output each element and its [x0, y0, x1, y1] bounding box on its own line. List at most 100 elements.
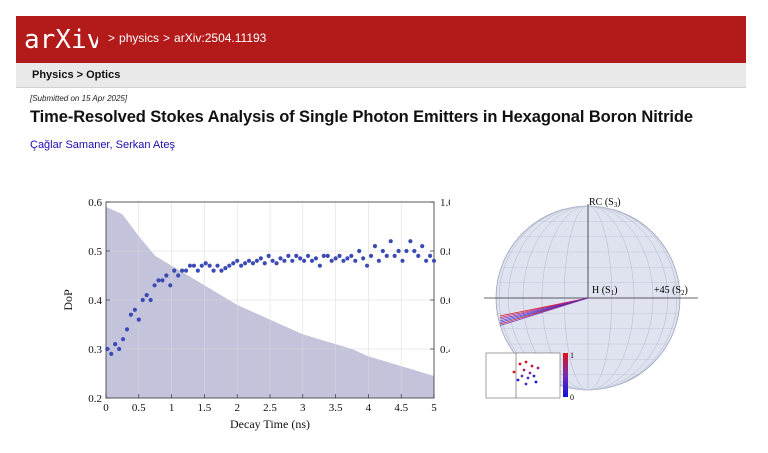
- arxiv-logo-icon: arXiv: [24, 25, 98, 54]
- dop-point: [357, 248, 362, 254]
- submission-date: [Submitted on 15 Apr 2025]: [30, 94, 128, 103]
- inset-point: [524, 360, 528, 364]
- dop-point: [117, 346, 122, 352]
- x-tick-label: 3: [300, 402, 306, 414]
- category-bar: Physics > Optics: [16, 63, 746, 88]
- arxiv-header: arXiv > physics > arXiv:2504.11193: [16, 16, 746, 63]
- dop-point: [250, 261, 256, 266]
- colorbar-tick-bottom: 0: [570, 393, 574, 402]
- dop-point: [195, 268, 200, 273]
- dop-point: [179, 268, 185, 273]
- x-tick-label: 0: [103, 402, 109, 414]
- author-list: Çağlar Samaner, Serkan Ateş: [30, 139, 175, 151]
- dop-point: [372, 244, 378, 249]
- dop-point: [302, 258, 307, 263]
- y2-tick-label: 0.4: [440, 344, 450, 356]
- dop-point: [207, 263, 212, 268]
- dop-point: [266, 253, 271, 258]
- y-tick-label: 0.5: [88, 246, 102, 258]
- dop-point: [368, 253, 374, 258]
- dop-point: [128, 312, 134, 317]
- dop-point: [349, 253, 354, 258]
- dop-point: [160, 278, 165, 283]
- dop-point: [278, 256, 283, 261]
- dop-point: [140, 297, 145, 303]
- dop-point: [164, 273, 169, 278]
- dop-chart: 0 0.5 1 1.5 2 2.5 3 3.5 4 4.5 5 0.2 0.3 0.4 0.5 0.6 0.4 0…: [60, 190, 454, 440]
- inset-point: [528, 371, 532, 375]
- author-link[interactable]: Serkan Ateş: [115, 139, 175, 151]
- inset-point: [536, 366, 540, 370]
- dop-point: [183, 268, 189, 273]
- x-tick-label: 2: [234, 402, 240, 414]
- dop-point: [388, 239, 393, 244]
- y-tick-label: 0.4: [88, 295, 102, 307]
- dop-point: [168, 283, 173, 288]
- dop-point: [120, 337, 126, 342]
- y2-tick-label: 0.8: [440, 246, 450, 258]
- dop-point: [420, 244, 425, 249]
- dop-point: [215, 263, 220, 268]
- dop-point: [404, 248, 409, 254]
- dop-point: [270, 258, 275, 263]
- y-tick-label: 0.3: [88, 344, 102, 356]
- dop-point: [203, 261, 208, 266]
- inset-point: [532, 374, 536, 378]
- dop-point: [187, 263, 193, 268]
- dop-point: [424, 258, 429, 263]
- dop-point: [294, 253, 299, 258]
- y-tick-label: 0.2: [88, 393, 102, 405]
- dop-point: [400, 258, 405, 263]
- dop-point: [113, 342, 118, 347]
- x-tick-label: 4.5: [394, 402, 408, 414]
- dop-point: [427, 253, 433, 258]
- dop-point: [262, 261, 267, 266]
- inset-point: [522, 368, 526, 372]
- dop-point: [199, 263, 204, 268]
- x-axis-label: Decay Time (ns): [230, 417, 310, 431]
- y-tick-label: 0.6: [88, 197, 102, 209]
- dop-point: [309, 258, 315, 263]
- dop-point: [132, 307, 137, 312]
- dop-point: [227, 263, 232, 268]
- dop-point: [333, 256, 338, 261]
- dop-point: [345, 256, 350, 261]
- dop-point: [274, 261, 279, 266]
- poincare-sphere-svg: RC (S3) H (S1) +45 (S2) 1 0: [484, 197, 698, 402]
- inset-point: [530, 364, 534, 368]
- x-tick-label: 4: [366, 402, 372, 414]
- x-tick-label: 2.5: [263, 402, 277, 414]
- breadcrumb-physics[interactable]: physics: [119, 31, 160, 45]
- dop-point: [282, 258, 287, 263]
- breadcrumb-separator: >: [163, 31, 171, 45]
- x-tick-label: 3.5: [329, 402, 343, 414]
- arxiv-logo[interactable]: arXiv: [24, 22, 98, 56]
- y2-tick-label: 1.0: [440, 197, 450, 209]
- dop-point: [176, 273, 181, 278]
- y2-tick-label: 0.6: [440, 295, 450, 307]
- x-tick-label: 0.5: [132, 402, 146, 414]
- dop-point: [376, 258, 381, 263]
- inset-point: [518, 362, 522, 366]
- dop-point: [290, 258, 295, 263]
- dop-point: [317, 263, 322, 268]
- dop-point: [380, 248, 385, 254]
- dop-point: [152, 283, 157, 288]
- inset-point: [524, 382, 528, 386]
- dop-point: [124, 327, 130, 332]
- author-link[interactable]: Çağlar Samaner: [30, 139, 110, 151]
- decay-area: [106, 206, 434, 398]
- breadcrumb: > physics > arXiv:2504.11193: [104, 31, 266, 45]
- dop-point: [431, 258, 437, 263]
- dop-point: [341, 258, 346, 263]
- s3-label: RC (S3): [589, 197, 621, 209]
- stokes-vector: [499, 297, 589, 326]
- dop-point: [231, 261, 236, 266]
- inset-point: [534, 380, 538, 384]
- y-axis-label: DoP: [61, 289, 75, 311]
- s1-label: H (S1): [592, 285, 617, 297]
- dop-point: [223, 266, 228, 271]
- dop-chart-svg: 0 0.5 1 1.5 2 2.5 3 3.5 4 4.5 5 0.2 0.3 0.4 0.5 0.6 0.4 0…: [61, 197, 454, 431]
- x-tick-label: 1.5: [198, 402, 212, 414]
- inset-point: [516, 378, 520, 382]
